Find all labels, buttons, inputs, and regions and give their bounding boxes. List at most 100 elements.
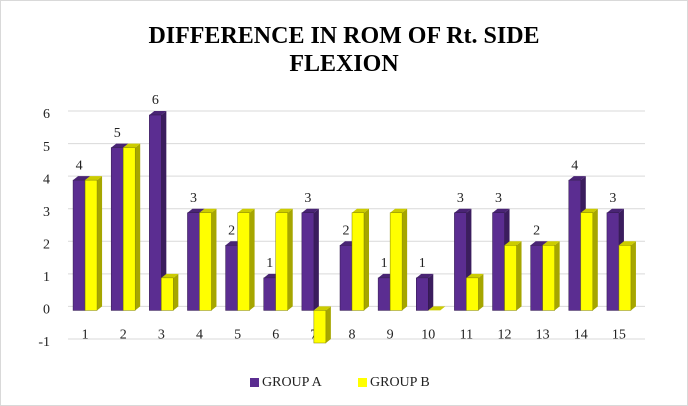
bar-side	[173, 273, 179, 311]
x-tick-label: 10	[421, 328, 435, 343]
bar	[72, 179, 86, 311]
bar	[84, 179, 98, 311]
bar-top	[187, 208, 205, 213]
y-tick-label: 0	[43, 303, 50, 318]
bar	[339, 245, 353, 311]
bar-top	[466, 273, 484, 278]
bar-top	[199, 208, 217, 213]
bar	[580, 212, 594, 311]
bar	[313, 310, 327, 344]
bar-top	[161, 273, 179, 278]
x-tick-label: 9	[387, 328, 394, 343]
bar	[454, 212, 467, 311]
bar	[618, 245, 632, 311]
bar	[149, 114, 162, 311]
bar-side	[161, 111, 167, 311]
bar-side	[135, 143, 141, 311]
y-tick-label: 3	[43, 205, 50, 220]
data-label: 3	[190, 191, 197, 206]
data-label: 4	[571, 158, 578, 173]
data-label: 3	[457, 191, 464, 206]
x-tick-label: 3	[158, 328, 165, 343]
y-tick-label: 2	[43, 238, 50, 253]
bar-side	[630, 241, 636, 311]
bar-side	[428, 273, 434, 311]
bar	[568, 179, 582, 311]
bar-top	[454, 208, 472, 213]
bar-top	[492, 208, 510, 213]
data-label: 2	[228, 224, 235, 239]
x-tick-label: 2	[120, 328, 127, 343]
bar-top	[123, 143, 141, 148]
bar	[187, 212, 200, 311]
bar-side	[249, 208, 255, 311]
bar-top	[149, 111, 167, 115]
bar	[263, 277, 276, 311]
bar	[416, 277, 429, 311]
x-tick-label: 14	[574, 328, 588, 343]
x-tick-label: 8	[349, 328, 356, 343]
bar	[466, 277, 479, 311]
y-tick-label: -1	[38, 335, 50, 350]
bar-top	[606, 208, 624, 213]
bar	[225, 245, 238, 311]
x-tick-label: 11	[460, 328, 473, 343]
y-tick-label: 1	[43, 270, 50, 285]
bar-top	[313, 306, 331, 311]
bar-top	[275, 208, 293, 213]
x-tick-label: 12	[498, 328, 512, 343]
bar-top	[416, 273, 434, 278]
chart-title: DIFFERENCE IN ROM OF Rt. SIDE FLEXION	[148, 23, 540, 77]
bar-side	[211, 208, 217, 311]
data-label: 5	[114, 126, 121, 141]
bar-side	[313, 208, 319, 311]
bar-top	[301, 208, 319, 213]
bar	[492, 212, 505, 311]
bar	[504, 245, 517, 311]
bar	[351, 212, 365, 311]
bar	[301, 212, 315, 311]
bar-side	[554, 241, 560, 311]
bar	[530, 245, 543, 311]
bar-top	[542, 241, 560, 246]
bar	[199, 212, 212, 311]
bar	[110, 147, 124, 311]
bar	[542, 245, 555, 311]
x-tick-label: 5	[234, 328, 241, 343]
bar-top	[237, 208, 255, 213]
data-label: 3	[304, 191, 311, 206]
legend-swatch	[358, 378, 367, 387]
data-label: 1	[419, 256, 426, 271]
data-label: 4	[76, 158, 83, 173]
bar-top	[111, 143, 129, 148]
x-tick-label: 6	[272, 328, 279, 343]
data-label: 6	[152, 93, 159, 108]
bar-top	[390, 208, 408, 213]
bar-top	[568, 176, 586, 181]
y-tick-label: 4	[43, 172, 50, 187]
legend-swatch	[250, 378, 259, 387]
data-label: 3	[609, 191, 616, 206]
bar-side	[325, 306, 331, 343]
bar-top	[73, 176, 91, 181]
legend-label: GROUP B	[370, 375, 430, 390]
bar	[122, 147, 136, 311]
data-label: 1	[381, 256, 388, 271]
bar	[377, 277, 391, 311]
bar-top	[504, 241, 522, 246]
bar-top	[85, 176, 103, 181]
bar-side	[402, 208, 408, 311]
bar	[161, 277, 174, 311]
data-label: 1	[266, 256, 273, 271]
bar	[275, 212, 288, 311]
bar-side	[364, 208, 369, 311]
bar	[606, 212, 620, 311]
bar-top	[352, 208, 369, 213]
x-tick-label: 13	[536, 328, 550, 343]
bar	[389, 212, 403, 311]
bar	[237, 212, 250, 311]
bar-side	[97, 176, 103, 311]
bar-top	[428, 306, 446, 311]
